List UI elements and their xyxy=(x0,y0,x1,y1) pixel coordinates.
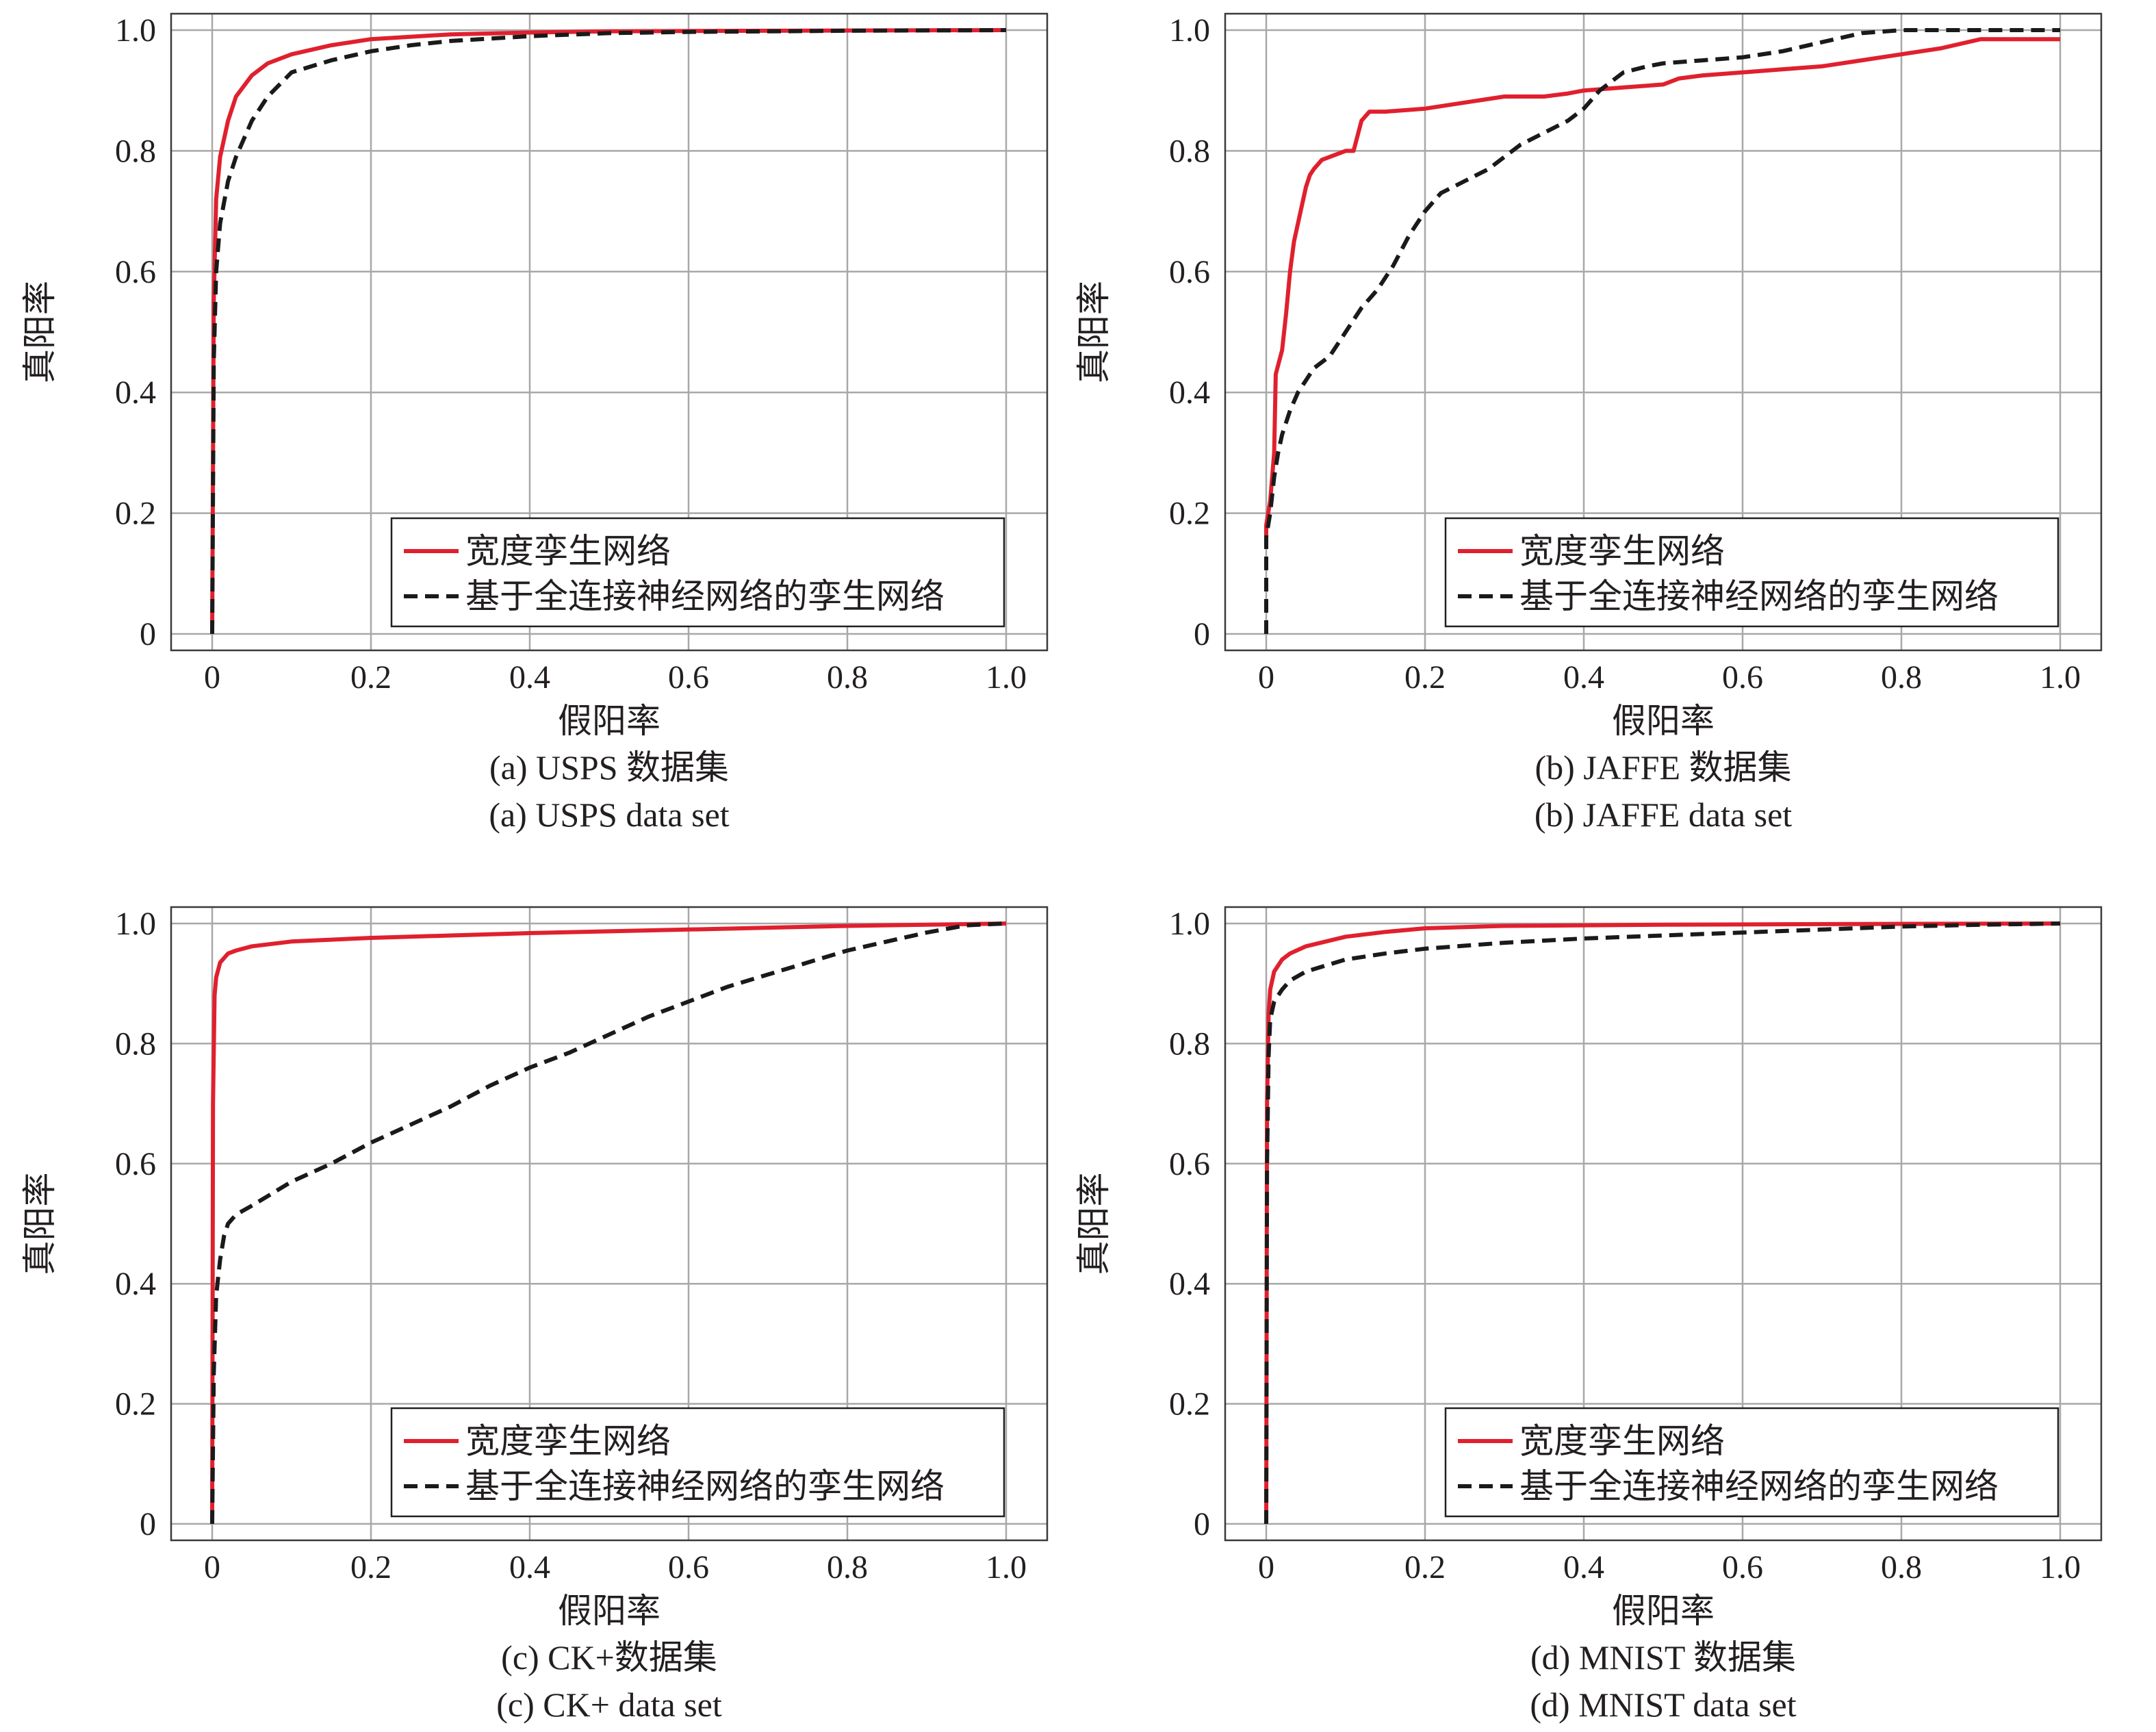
y-tick-label: 0.6 xyxy=(115,1146,156,1182)
x-tick-label: 0.6 xyxy=(668,1549,709,1585)
y-tick-label: 0.4 xyxy=(1169,1266,1210,1302)
x-tick-label: 0.4 xyxy=(509,659,550,696)
y-axis-label: 真阳率 xyxy=(1075,1173,1113,1275)
plot-frame xyxy=(1224,906,2103,1542)
chart-panel: 0 0.2 0.4 0.6 0.8 1.0 0 0.2 0.4 0.6 0.8 1.0 假阳率 真阳率 (b… xyxy=(1075,12,2103,834)
x-tick-label: 0.8 xyxy=(1881,659,1922,696)
y-tick-label: 1.0 xyxy=(1169,906,1210,942)
y-tick-label: 0.6 xyxy=(1169,1146,1210,1182)
panel-caption-en: (b) JAFFE data set xyxy=(1535,795,1792,834)
series-line-dashed xyxy=(210,921,1007,1525)
x-tick-label: 0.8 xyxy=(827,659,868,696)
x-tick-label: 0 xyxy=(204,659,220,696)
legend-label: 基于全连接神经网络的孪生网络 xyxy=(465,1467,945,1505)
panel-caption-cn: (a) USPS 数据集 xyxy=(489,748,729,787)
panel-caption-en: (a) USPS data set xyxy=(489,795,729,834)
x-tick-label: 0.8 xyxy=(827,1549,868,1585)
legend-label: 基于全连接神经网络的孪生网络 xyxy=(1519,1467,1999,1505)
plot-frame xyxy=(1224,12,2103,652)
x-axis-label: 假阳率 xyxy=(558,702,660,740)
x-tick-label: 1.0 xyxy=(2040,659,2081,696)
panel-caption-cn: (b) JAFFE 数据集 xyxy=(1535,748,1791,787)
panel-caption-cn: (d) MNIST 数据集 xyxy=(1530,1638,1796,1677)
plot-frame xyxy=(170,906,1049,1542)
x-tick-label: 0.2 xyxy=(1404,659,1446,696)
series-line-dashed xyxy=(1264,921,2061,1525)
legend-label: 宽度孪生网络 xyxy=(465,1422,671,1460)
panel-caption-cn: (c) CK+数据集 xyxy=(501,1638,717,1677)
y-tick-label: 0.4 xyxy=(115,374,156,411)
y-tick-label: 0.2 xyxy=(1169,496,1210,532)
y-tick-label: 0.2 xyxy=(115,1386,156,1423)
y-axis-label: 真阳率 xyxy=(21,281,59,383)
y-tick-label: 0.4 xyxy=(115,1266,156,1302)
legend-label: 宽度孪生网络 xyxy=(1519,1422,1725,1460)
x-tick-label: 0.2 xyxy=(1404,1549,1446,1585)
x-tick-label: 0 xyxy=(1258,659,1274,696)
series-line-solid xyxy=(210,921,1007,1525)
y-tick-label: 0.2 xyxy=(1169,1386,1210,1423)
x-tick-label: 1.0 xyxy=(2040,1549,2081,1585)
x-axis-label: 假阳率 xyxy=(1612,702,1715,740)
y-tick-label: 1.0 xyxy=(115,906,156,942)
legend-label: 宽度孪生网络 xyxy=(1519,532,1725,570)
legend-box xyxy=(390,517,1005,628)
x-tick-label: 0.4 xyxy=(509,1549,550,1585)
chart-panel: 0 0.2 0.4 0.6 0.8 1.0 0 0.2 0.4 0.6 0.8 1.0 假阳率 真阳率 (a… xyxy=(21,12,1049,834)
x-tick-label: 0 xyxy=(1258,1549,1274,1585)
x-tick-label: 0.6 xyxy=(668,659,709,696)
x-tick-label: 0 xyxy=(204,1549,220,1585)
plot-frame xyxy=(170,12,1049,652)
y-tick-label: 1.0 xyxy=(1169,12,1210,49)
chart-panel: 0 0.2 0.4 0.6 0.8 1.0 0 0.2 0.4 0.6 0.8 1.0 假阳率 真阳率 (d… xyxy=(1075,906,2103,1724)
x-tick-label: 0.4 xyxy=(1563,659,1604,696)
x-axis-label: 假阳率 xyxy=(1612,1592,1715,1630)
y-axis-label: 真阳率 xyxy=(1075,281,1113,383)
panel-caption-en: (c) CK+ data set xyxy=(496,1685,722,1724)
legend-label: 基于全连接神经网络的孪生网络 xyxy=(465,577,945,615)
y-tick-label: 1.0 xyxy=(115,12,156,49)
y-tick-label: 0.2 xyxy=(115,496,156,532)
series-line-solid xyxy=(1264,921,2061,1525)
y-axis-label: 真阳率 xyxy=(21,1173,59,1275)
y-tick-label: 0 xyxy=(1194,616,1210,652)
y-tick-label: 0.4 xyxy=(1169,374,1210,411)
y-tick-label: 0 xyxy=(140,1506,156,1542)
x-tick-label: 0.6 xyxy=(1722,659,1763,696)
y-tick-label: 0.8 xyxy=(115,1026,156,1062)
y-tick-label: 0.6 xyxy=(115,254,156,290)
legend-label: 宽度孪生网络 xyxy=(465,532,671,570)
legend-box xyxy=(1444,517,2059,628)
y-tick-label: 0.6 xyxy=(1169,254,1210,290)
series-line-solid xyxy=(210,28,1007,635)
y-tick-label: 0 xyxy=(140,616,156,652)
x-tick-label: 0.8 xyxy=(1881,1549,1922,1585)
series-line-dashed xyxy=(1264,28,2060,634)
legend-box xyxy=(1444,1407,2059,1518)
x-tick-label: 0.6 xyxy=(1722,1549,1763,1585)
legend-label: 基于全连接神经网络的孪生网络 xyxy=(1519,577,1999,615)
panel-caption-en: (d) MNIST data set xyxy=(1530,1685,1796,1724)
chart-panel: 0 0.2 0.4 0.6 0.8 1.0 0 0.2 0.4 0.6 0.8 1.0 假阳率 真阳率 (c… xyxy=(21,906,1049,1724)
series-line-dashed xyxy=(210,28,1007,635)
series-line-solid xyxy=(1264,37,2060,544)
y-tick-label: 0.8 xyxy=(115,133,156,169)
y-tick-label: 0 xyxy=(1194,1506,1210,1542)
x-tick-label: 0.4 xyxy=(1563,1549,1604,1585)
y-tick-label: 0.8 xyxy=(1169,133,1210,169)
x-tick-label: 0.2 xyxy=(350,659,392,696)
x-axis-label: 假阳率 xyxy=(558,1592,660,1630)
x-tick-label: 1.0 xyxy=(986,659,1027,696)
legend-box xyxy=(390,1407,1005,1518)
x-tick-label: 1.0 xyxy=(986,1549,1027,1585)
y-tick-label: 0.8 xyxy=(1169,1026,1210,1062)
x-tick-label: 0.2 xyxy=(350,1549,392,1585)
